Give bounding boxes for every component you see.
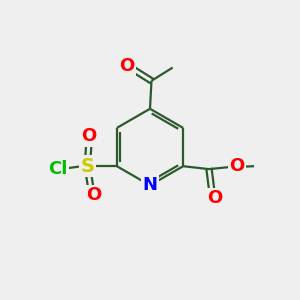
Text: S: S [80, 157, 94, 176]
Text: O: O [86, 186, 101, 204]
Text: O: O [81, 127, 97, 145]
Text: O: O [119, 57, 134, 75]
Text: O: O [207, 189, 222, 207]
Text: Cl: Cl [48, 160, 67, 178]
Text: N: N [142, 176, 158, 194]
Text: O: O [229, 157, 244, 175]
